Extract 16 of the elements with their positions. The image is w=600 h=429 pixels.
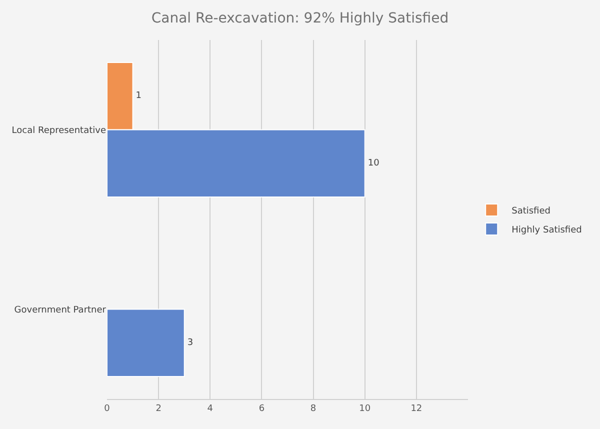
- x-tick-label: 2: [156, 404, 162, 414]
- x-tick-label: 6: [258, 404, 265, 414]
- data-label: 10: [368, 158, 380, 168]
- legend-label: Highly Satisfied: [512, 226, 582, 236]
- chart-title: Canal Re-excavation: 92% Highly Satisfied: [151, 10, 449, 27]
- legend-label: Satisfied: [512, 206, 550, 217]
- data-label: 1: [136, 91, 142, 102]
- x-tick-label: 10: [359, 404, 371, 414]
- x-tick-label: 8: [310, 404, 316, 414]
- x-tick-label: 4: [207, 404, 214, 414]
- x-tick-label: 0: [104, 404, 110, 414]
- y-tick-label: Local Representative: [12, 126, 106, 136]
- x-tick-label: 12: [410, 404, 422, 414]
- bar: [107, 308, 185, 378]
- y-tick-label: Government Partner: [14, 305, 106, 316]
- data-label: 3: [187, 338, 194, 348]
